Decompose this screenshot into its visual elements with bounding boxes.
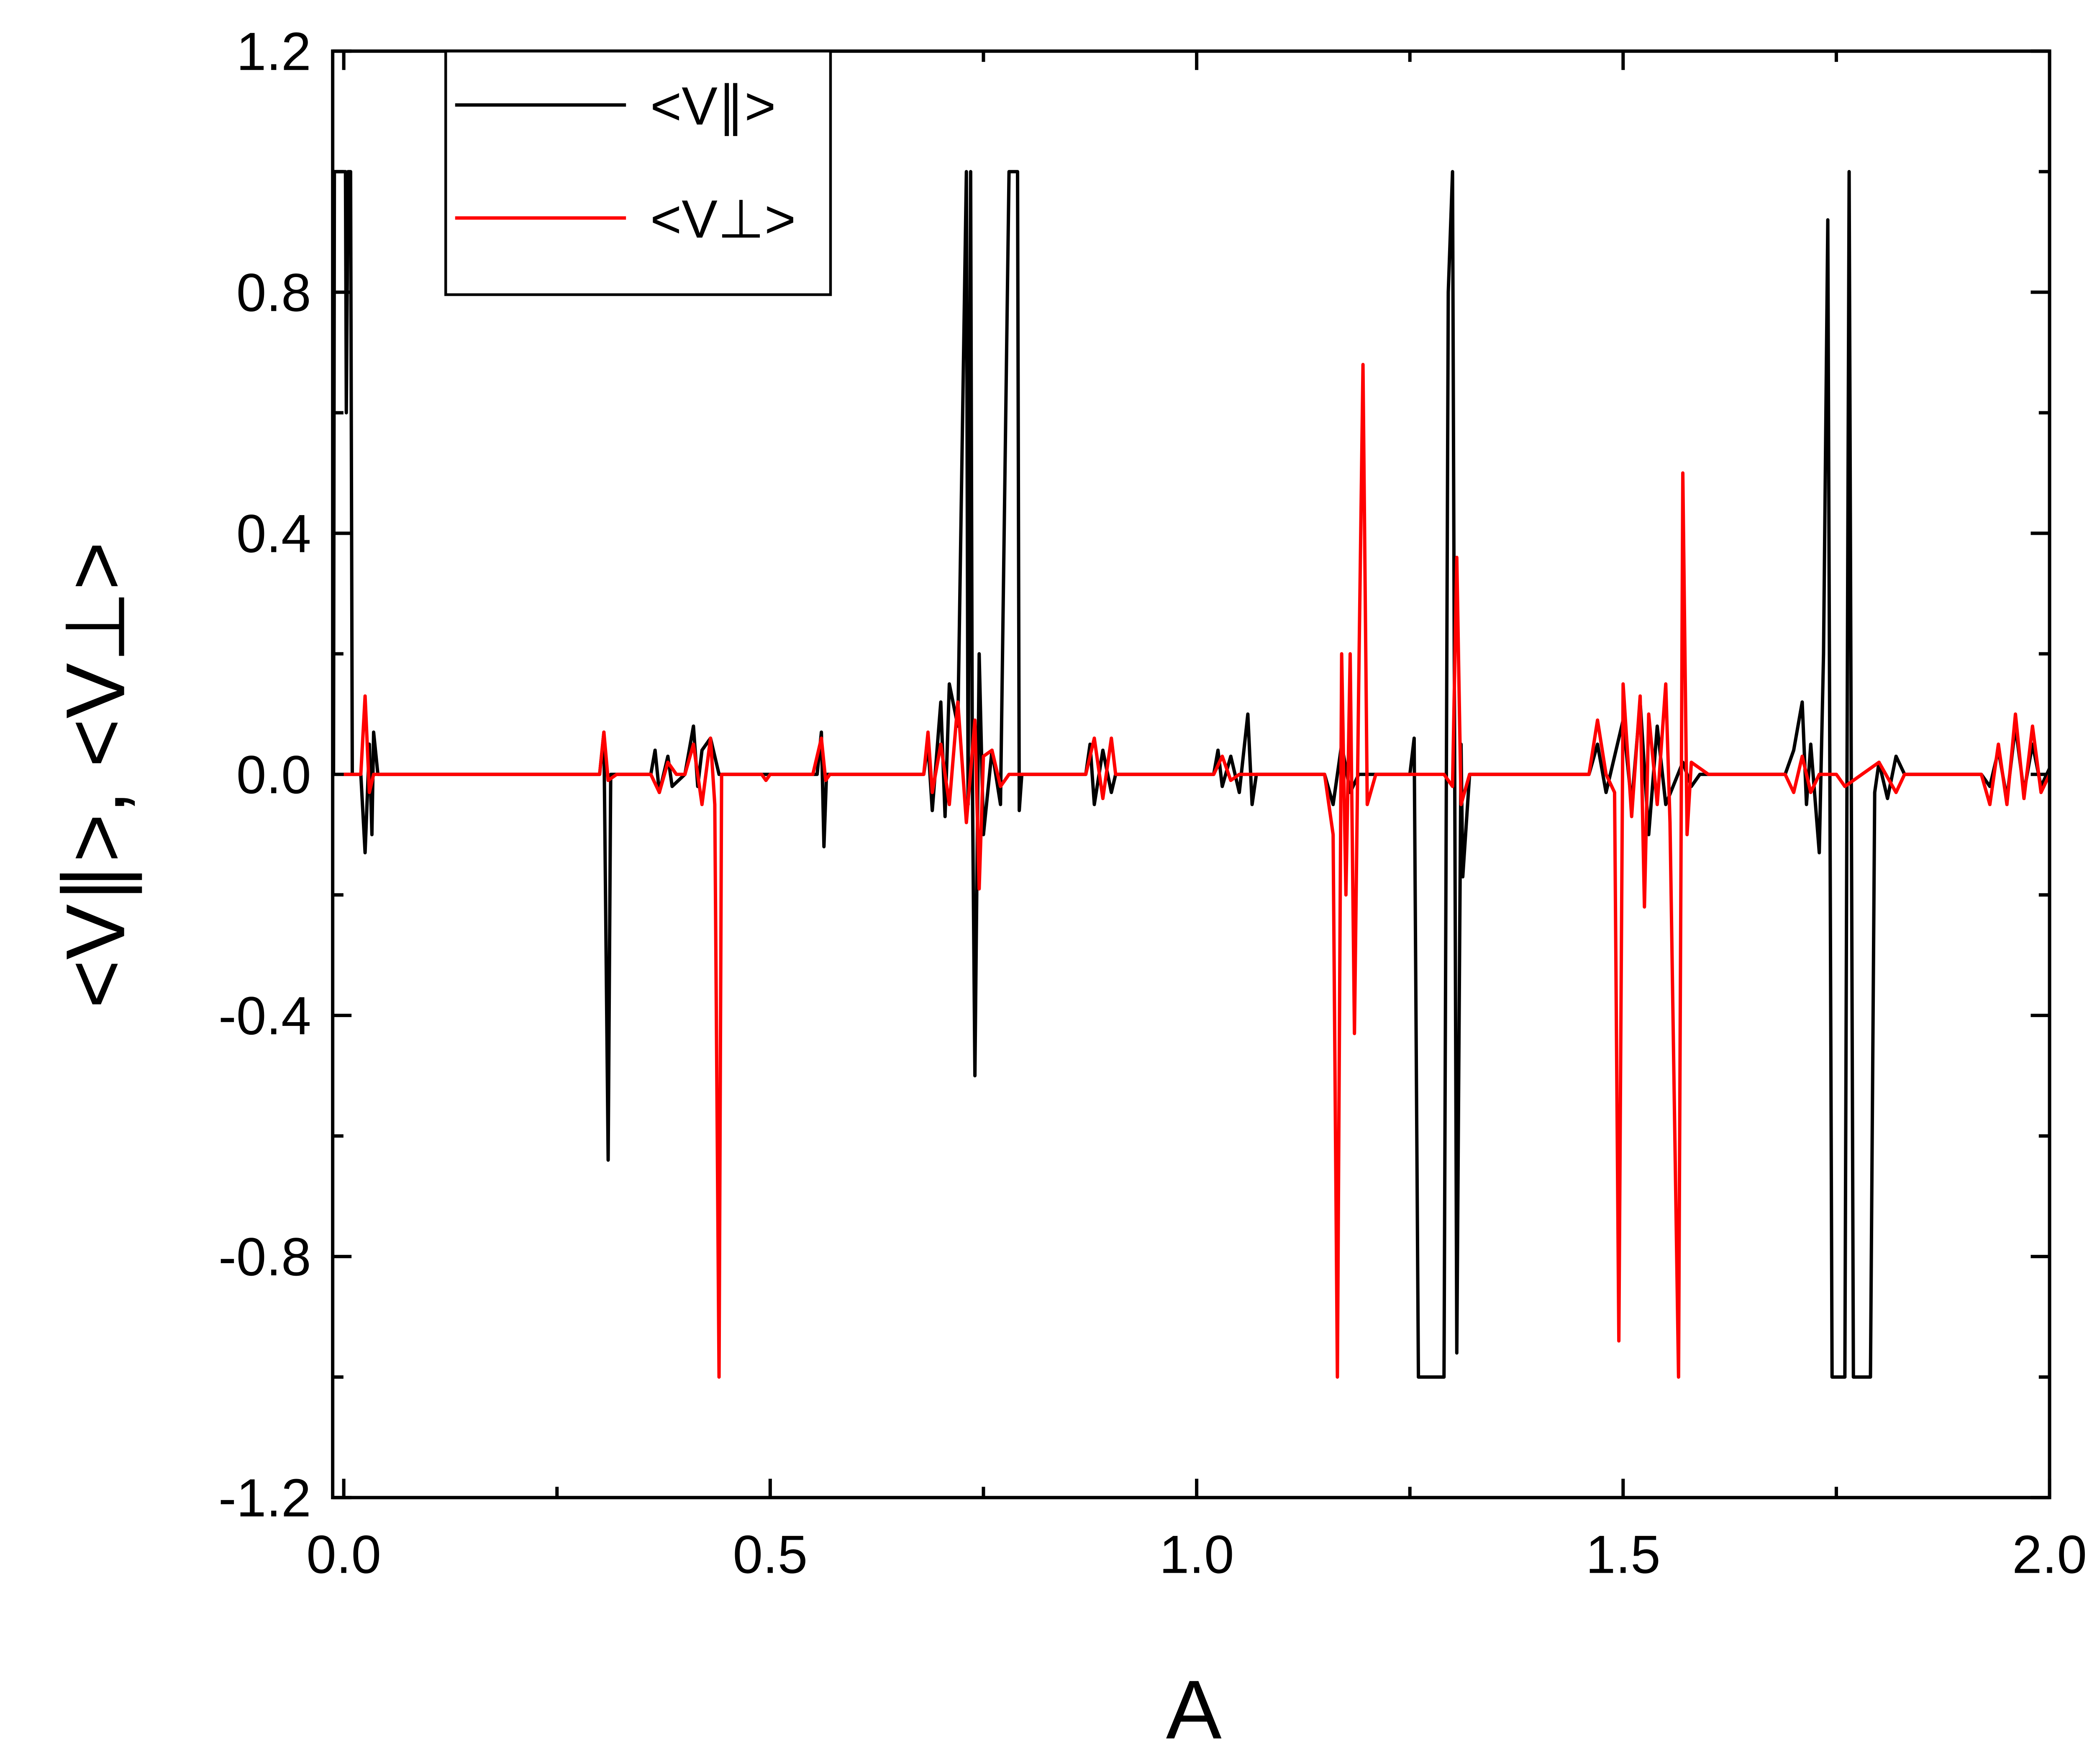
x-axis-label: A [1166, 1664, 1222, 1756]
y-tick-label: 0.8 [236, 263, 311, 323]
y-tick-label: 0.0 [236, 745, 311, 805]
y-tick-label: -1.2 [218, 1468, 311, 1528]
x-tick-label: 0.0 [306, 1525, 381, 1585]
series-line [344, 363, 2051, 1379]
x-tick-label: 1.5 [1586, 1525, 1661, 1585]
y-tick-label: -0.4 [218, 986, 311, 1046]
legend: <V∥> <V⊥> [444, 49, 832, 296]
y-axis-label: <V∥>, <V⊥> [49, 541, 142, 1008]
y-tick-label: 1.2 [236, 22, 311, 82]
plot-frame [331, 49, 2051, 1500]
legend-box [444, 49, 832, 296]
y-tick-label: 0.4 [236, 504, 311, 564]
y-tick-label: -0.8 [218, 1227, 311, 1287]
legend-label: <V∥> [650, 77, 776, 136]
legend-label: <V⊥> [650, 190, 796, 249]
x-tick-label: 0.5 [733, 1525, 808, 1585]
x-tick-label: 1.0 [1159, 1525, 1234, 1585]
x-tick-label: 2.0 [2012, 1525, 2087, 1585]
